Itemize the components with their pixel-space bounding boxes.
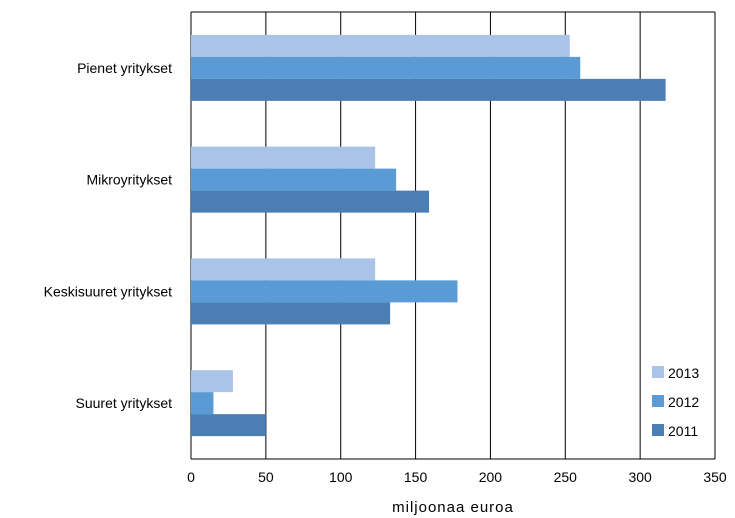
bars: [191, 34, 666, 437]
x-tick-label: 150: [404, 469, 428, 485]
bar: [191, 280, 458, 303]
bar: [191, 146, 376, 169]
x-tick-label: 0: [187, 469, 195, 485]
bar: [191, 258, 376, 281]
x-tick-label: 200: [479, 469, 503, 485]
bar: [191, 56, 581, 79]
category-labels: Pienet yritykset Mikroyritykset Keskisuure…: [44, 60, 172, 411]
category-label: Suuret yritykset: [76, 395, 173, 411]
legend-label: 2012: [668, 394, 699, 410]
bar: [191, 392, 214, 415]
legend-label: 2011: [668, 423, 698, 439]
category-label: Pienet yritykset: [77, 60, 172, 76]
legend-swatch: [652, 395, 664, 407]
x-tick-label: 100: [329, 469, 353, 485]
x-tick-label: 250: [554, 469, 578, 485]
x-tick-label: 300: [628, 469, 652, 485]
bar: [191, 370, 233, 393]
x-tick-label: 50: [258, 469, 274, 485]
bar: [191, 34, 570, 57]
legend: 2013 2012 2011: [652, 365, 699, 439]
x-axis-label: miljoonaa euroa: [392, 499, 514, 516]
bar: [191, 168, 397, 191]
x-tick-label: 350: [703, 469, 727, 485]
bar: [191, 190, 430, 213]
bar: [191, 302, 391, 325]
legend-swatch: [652, 424, 664, 436]
bar: [191, 78, 666, 101]
category-label: Keskisuuret yritykset: [44, 283, 172, 299]
legend-swatch: [652, 366, 664, 378]
category-label: Mikroyritykset: [86, 172, 172, 188]
x-tick-labels: 0 50 100 150 200 250 300 350: [187, 469, 727, 485]
bar: [191, 414, 266, 437]
legend-label: 2013: [668, 365, 699, 381]
